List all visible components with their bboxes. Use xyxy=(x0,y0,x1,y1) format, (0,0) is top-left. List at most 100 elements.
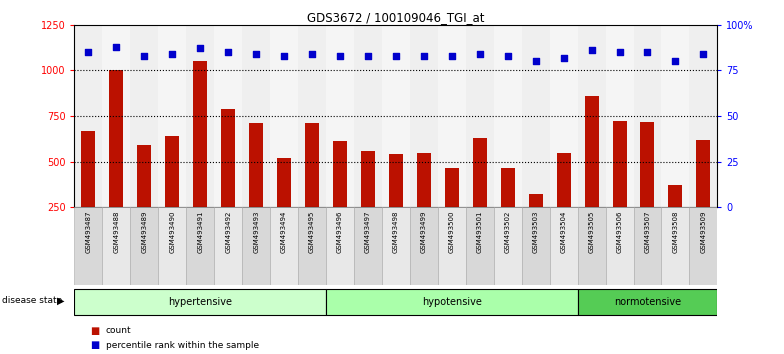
Bar xyxy=(521,25,550,207)
Bar xyxy=(74,207,103,285)
Point xyxy=(613,49,626,55)
Point xyxy=(641,49,654,55)
Point xyxy=(697,51,710,57)
Text: GSM493491: GSM493491 xyxy=(198,211,203,253)
Point xyxy=(334,53,347,59)
Text: GSM493509: GSM493509 xyxy=(700,211,706,253)
Bar xyxy=(187,25,214,207)
Bar xyxy=(689,207,717,285)
Bar xyxy=(130,207,158,285)
Bar xyxy=(528,194,543,207)
Text: GSM493489: GSM493489 xyxy=(141,211,147,253)
Text: ■: ■ xyxy=(90,326,100,336)
Bar xyxy=(298,25,326,207)
Bar xyxy=(633,25,662,207)
Point xyxy=(166,51,179,57)
Bar xyxy=(333,142,347,207)
Text: GDS3672 / 100109046_TGI_at: GDS3672 / 100109046_TGI_at xyxy=(307,11,485,24)
Bar xyxy=(633,207,662,285)
Point xyxy=(250,51,263,57)
Bar xyxy=(326,207,354,285)
Bar xyxy=(641,122,655,207)
Bar xyxy=(361,150,375,207)
Point xyxy=(557,55,570,61)
Point xyxy=(278,53,290,59)
Text: percentile rank within the sample: percentile rank within the sample xyxy=(106,341,259,350)
Point xyxy=(529,58,542,64)
Bar xyxy=(612,121,626,207)
Bar xyxy=(437,25,466,207)
Point xyxy=(82,49,95,55)
Text: GSM493505: GSM493505 xyxy=(589,211,594,253)
Bar xyxy=(103,207,130,285)
Point xyxy=(670,58,682,64)
Bar xyxy=(158,25,187,207)
Bar xyxy=(382,207,410,285)
Bar xyxy=(326,289,578,315)
Bar xyxy=(585,96,598,207)
Bar xyxy=(669,185,682,207)
Bar xyxy=(696,139,710,207)
Bar xyxy=(437,207,466,285)
Text: GSM493499: GSM493499 xyxy=(421,211,426,253)
Point xyxy=(586,47,598,53)
Bar xyxy=(194,61,207,207)
Text: normotensive: normotensive xyxy=(614,297,681,307)
Text: ■: ■ xyxy=(90,340,100,350)
Text: GSM493503: GSM493503 xyxy=(532,211,539,253)
Bar xyxy=(82,131,96,207)
Bar xyxy=(326,25,354,207)
Bar xyxy=(110,70,123,207)
Bar xyxy=(165,136,180,207)
Point xyxy=(194,46,206,51)
Bar xyxy=(214,207,242,285)
Text: GSM493493: GSM493493 xyxy=(253,211,260,253)
Text: hypotensive: hypotensive xyxy=(422,297,481,307)
Text: GSM493496: GSM493496 xyxy=(337,211,343,253)
Bar xyxy=(578,289,717,315)
Bar xyxy=(389,154,403,207)
Bar xyxy=(557,153,571,207)
Text: GSM493495: GSM493495 xyxy=(309,211,315,253)
Text: GSM493500: GSM493500 xyxy=(448,211,455,253)
Text: GSM493497: GSM493497 xyxy=(365,211,371,253)
Bar xyxy=(466,207,494,285)
Bar xyxy=(494,207,521,285)
Bar xyxy=(494,25,521,207)
Text: ▶: ▶ xyxy=(56,296,64,306)
Bar xyxy=(137,145,151,207)
Text: GSM493494: GSM493494 xyxy=(281,211,287,253)
Text: GSM493502: GSM493502 xyxy=(505,211,510,253)
Bar xyxy=(689,25,717,207)
Bar xyxy=(605,25,633,207)
Point xyxy=(222,49,234,55)
Bar xyxy=(473,138,487,207)
Bar xyxy=(501,168,515,207)
Bar xyxy=(578,207,605,285)
Point xyxy=(474,51,486,57)
Bar xyxy=(354,25,382,207)
Bar xyxy=(662,207,689,285)
Text: GSM493490: GSM493490 xyxy=(169,211,176,253)
Point xyxy=(445,53,458,59)
Bar xyxy=(550,25,578,207)
Text: GSM493488: GSM493488 xyxy=(114,211,119,253)
Bar xyxy=(242,25,270,207)
Bar xyxy=(270,25,298,207)
Bar xyxy=(417,153,431,207)
Bar xyxy=(270,207,298,285)
Bar xyxy=(74,25,103,207)
Bar xyxy=(605,207,633,285)
Bar xyxy=(187,207,214,285)
Bar xyxy=(130,25,158,207)
Text: GSM493498: GSM493498 xyxy=(393,211,399,253)
Point xyxy=(110,44,122,50)
Bar xyxy=(445,168,459,207)
Bar xyxy=(410,207,437,285)
Bar xyxy=(103,25,130,207)
Bar xyxy=(242,207,270,285)
Point xyxy=(306,51,318,57)
Bar xyxy=(158,207,187,285)
Bar xyxy=(382,25,410,207)
Text: GSM493501: GSM493501 xyxy=(477,211,483,253)
